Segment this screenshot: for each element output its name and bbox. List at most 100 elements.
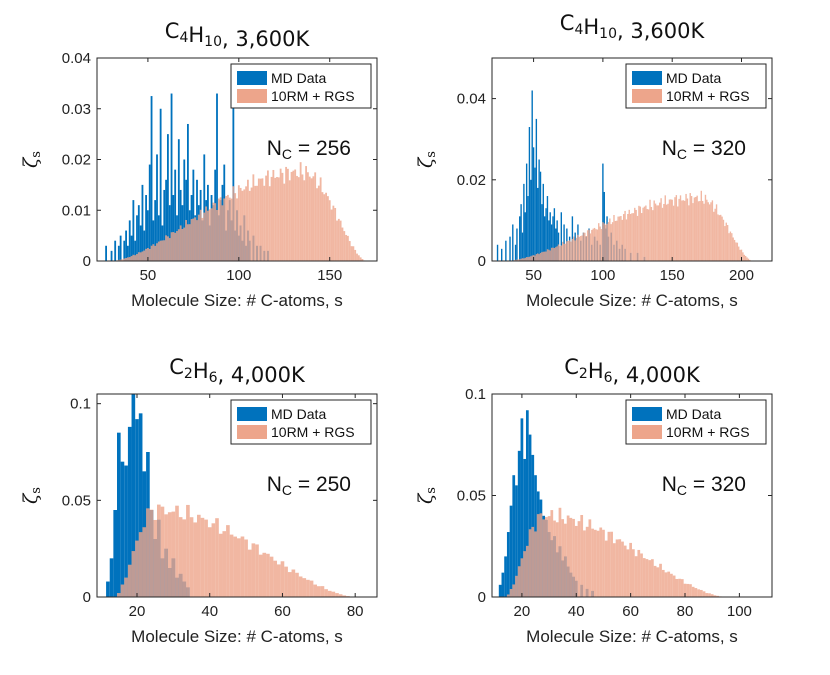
- model-bar: [670, 573, 673, 597]
- model-bar: [722, 219, 725, 261]
- model-bar: [653, 200, 655, 261]
- md-data-bar: [125, 230, 127, 261]
- model-bar: [653, 565, 657, 597]
- model-bar: [602, 529, 605, 597]
- model-bar: [675, 578, 679, 597]
- md-data-bar: [532, 147, 535, 261]
- md-data-bar: [509, 505, 513, 597]
- model-bar: [545, 517, 548, 597]
- md-data-bar: [543, 216, 546, 261]
- model-bar: [749, 259, 751, 261]
- model-bar: [637, 549, 641, 597]
- md-data-bar: [132, 200, 135, 261]
- model-bar: [527, 257, 529, 261]
- panel-c4h10-nc320: 50 100 150 200 0 0.02 0.04 C4H10, 3,600K Molecul…: [415, 11, 773, 310]
- md-data-bar: [119, 235, 122, 261]
- model-bar: [739, 249, 741, 261]
- x-tick-label: 100: [226, 267, 251, 284]
- legend-swatch: [632, 425, 662, 439]
- model-bar: [627, 213, 629, 261]
- model-bar: [683, 200, 686, 261]
- model-bar: [121, 259, 124, 261]
- model-bar: [663, 204, 665, 261]
- md-data-bar: [517, 450, 521, 597]
- model-bar: [177, 229, 180, 261]
- x-tick-label: 40: [201, 603, 218, 620]
- nc-annotation: NC = 250: [267, 473, 351, 498]
- model-bar: [159, 240, 162, 261]
- model-bar: [573, 236, 575, 261]
- md-data-bar: [496, 244, 499, 261]
- md-data-bar: [117, 245, 120, 261]
- model-bar: [665, 204, 668, 261]
- md-data-bar: [135, 419, 139, 597]
- model-bar: [258, 554, 263, 597]
- md-data-bar: [117, 432, 121, 597]
- md-data-bar: [137, 205, 140, 261]
- model-bar: [256, 185, 258, 261]
- model-bar: [553, 520, 556, 597]
- model-bar: [128, 257, 131, 261]
- model-bar: [566, 241, 568, 261]
- model-bar: [559, 246, 561, 261]
- model-bar: [357, 255, 360, 261]
- model-bar: [553, 247, 556, 261]
- model-bar: [297, 177, 300, 261]
- md-data-bar: [167, 134, 169, 261]
- model-bar: [713, 211, 715, 261]
- md-data-bar: [553, 208, 556, 261]
- x-tick-label: 80: [677, 603, 694, 620]
- md-data-bar: [516, 228, 518, 261]
- model-bar: [591, 229, 593, 261]
- md-data-bar: [128, 220, 131, 261]
- model-bar: [262, 552, 267, 597]
- model-bar: [299, 162, 302, 261]
- model-bar: [651, 559, 654, 597]
- model-bar: [292, 170, 295, 261]
- model-bar: [233, 536, 237, 597]
- model-bar: [538, 254, 540, 261]
- y-tick-label: 0.1: [465, 386, 486, 403]
- md-data-bar: [148, 164, 151, 261]
- model-bar: [688, 205, 690, 261]
- model-bar: [690, 196, 693, 261]
- model-bar: [523, 551, 526, 597]
- model-bar: [338, 594, 343, 597]
- md-data-bar: [523, 183, 525, 261]
- model-bar: [560, 245, 562, 261]
- x-tick-label: 60: [274, 603, 291, 620]
- legend: MD Data 10RM + RGS: [230, 63, 372, 109]
- model-bar: [697, 589, 700, 597]
- model-bar: [331, 591, 336, 597]
- model-bar: [537, 253, 539, 261]
- model-bar: [638, 205, 640, 261]
- model-bar: [167, 236, 169, 261]
- model-bar: [584, 232, 586, 261]
- x-axis-label: Molecule Size: # C-atoms, s: [526, 627, 738, 646]
- nc-annotation: NC = 320: [662, 473, 746, 498]
- model-bar: [577, 521, 581, 597]
- model-bar: [219, 197, 222, 261]
- model-bar: [660, 198, 662, 261]
- model-bar: [641, 213, 643, 261]
- model-bar: [686, 583, 690, 597]
- model-bar: [277, 177, 280, 261]
- model-bar: [667, 571, 671, 597]
- model-bar: [616, 220, 618, 261]
- model-bar: [574, 525, 578, 597]
- model-bar: [185, 219, 187, 261]
- model-bar: [604, 224, 607, 261]
- model-bar: [581, 235, 583, 261]
- x-axis-label: Molecule Size: # C-atoms, s: [131, 627, 343, 646]
- model-bar: [731, 233, 733, 261]
- model-bar: [700, 190, 702, 261]
- md-data-bar: [512, 475, 516, 597]
- md-data-bar: [525, 163, 528, 261]
- model-bar: [324, 589, 328, 597]
- model-bar: [534, 531, 537, 597]
- model-bar: [188, 224, 191, 261]
- panel-title: C4H10, 3,600K: [560, 11, 706, 43]
- model-bar: [703, 203, 705, 261]
- model-bar: [735, 242, 737, 261]
- md-data-bar: [105, 245, 107, 261]
